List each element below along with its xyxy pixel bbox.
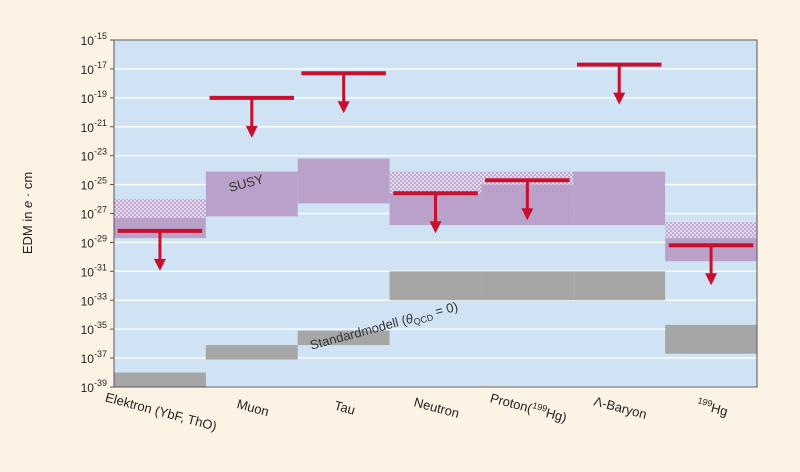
limit-arrowhead	[429, 221, 442, 234]
y-tick-label: 10-33	[81, 291, 107, 308]
category-text: Tau	[333, 398, 357, 418]
upper-limit-marker	[576, 62, 662, 105]
y-tick-label: 10-23	[81, 147, 107, 164]
tick-exponent: -33	[94, 291, 107, 301]
susy-hatched-band	[665, 222, 757, 239]
susy-band	[297, 158, 390, 204]
tick-exponent: -21	[94, 118, 107, 128]
tick-exponent: -29	[94, 233, 107, 243]
upper-limit-marker	[393, 191, 478, 234]
tick-exponent: -15	[94, 31, 107, 41]
upper-limit-marker	[485, 178, 570, 221]
limit-arrowhead	[613, 92, 626, 105]
category-label: Λ-Baryon	[592, 393, 648, 422]
y-tick-label: 10-29	[81, 233, 107, 250]
category-label: Neutron	[412, 394, 461, 420]
y-tick-label: 10-27	[81, 205, 107, 222]
limit-arrowhead	[521, 208, 534, 221]
y-tick-label: 10-19	[81, 89, 107, 106]
standard-model-band	[297, 330, 390, 346]
category-label: 199Hg	[695, 395, 730, 419]
y-axis-label: EDM in e · cm	[20, 172, 35, 254]
upper-limit-marker	[668, 243, 754, 286]
susy-band	[573, 171, 666, 226]
susy-band	[114, 217, 206, 239]
standard-model-band	[205, 345, 298, 360]
y-tick-label: 10-15	[81, 31, 107, 48]
tick-base: 10	[81, 179, 95, 193]
category-text: Proton(	[489, 390, 535, 416]
upper-limit-marker	[301, 71, 386, 114]
ylabel-italic: e	[20, 201, 35, 208]
susy-hatched-band	[389, 171, 482, 194]
tick-base: 10	[81, 92, 95, 106]
ann-text: = 0)	[430, 299, 459, 320]
y-tick-label: 10-39	[81, 378, 107, 395]
upper-limit-marker	[117, 228, 203, 271]
susy-hatched-band	[114, 199, 206, 218]
y-tick-label: 10-17	[81, 60, 107, 77]
tick-base: 10	[81, 121, 95, 135]
category-superscript: 199	[531, 400, 548, 414]
tick-exponent: -31	[94, 262, 107, 272]
tick-exponent: -27	[94, 205, 107, 215]
ylabel-text: · cm	[20, 172, 35, 201]
tick-base: 10	[81, 34, 95, 48]
x-axis-category-labels: Elektron (YbF, ThO) Muon Tau Neutron Proton(…	[104, 389, 730, 434]
category-text: Elektron (YbF, ThO)	[104, 390, 219, 434]
category-text: Hg)	[544, 405, 568, 425]
tick-base: 10	[81, 265, 95, 279]
tick-base: 10	[81, 150, 95, 164]
standard-model-band	[114, 372, 206, 387]
tick-base: 10	[81, 236, 95, 250]
tick-base: 10	[81, 63, 95, 77]
tick-base: 10	[81, 294, 95, 308]
category-superscript: 199	[697, 395, 714, 409]
y-tick-label: 10-31	[81, 262, 107, 279]
category-label: Elektron (YbF, ThO)	[104, 390, 219, 434]
y-tick-label: 10-35	[81, 320, 107, 337]
category-text: Hg	[710, 400, 730, 419]
susy-band	[205, 171, 298, 217]
category-text: Muon	[235, 396, 270, 419]
tick-exponent: -19	[94, 89, 107, 99]
y-tick-label: 10-25	[81, 176, 107, 193]
y-tick-label: 10-37	[81, 349, 107, 366]
category-text: Λ-Baryon	[592, 393, 648, 422]
standard-model-band	[573, 271, 666, 301]
upper-limit-marker	[209, 95, 295, 138]
ylabel-text: EDM in	[20, 208, 35, 254]
y-tick-label: 10-21	[81, 118, 107, 135]
limit-arrowhead	[153, 258, 166, 271]
y-axis-ticks: 10-1510-1710-1910-2110-2310-2510-2710-29…	[81, 31, 114, 395]
limit-arrowhead	[337, 101, 350, 114]
tick-base: 10	[81, 381, 95, 395]
tick-exponent: -25	[94, 176, 107, 186]
upper-limit-markers	[117, 62, 754, 286]
standard-model-band	[665, 324, 757, 354]
tick-base: 10	[81, 208, 95, 222]
standard-model-band	[389, 271, 482, 301]
ann-theta: θ	[404, 311, 415, 327]
standard-model-band	[481, 271, 574, 301]
tick-base: 10	[81, 352, 95, 366]
category-label: Proton(199Hg)	[489, 389, 569, 425]
tick-exponent: -39	[94, 378, 107, 388]
category-label: Muon	[235, 396, 270, 419]
tick-exponent: -35	[94, 320, 107, 330]
limit-arrowhead	[245, 125, 258, 138]
tick-exponent: -37	[94, 349, 107, 359]
limit-arrowhead	[705, 273, 718, 286]
category-label: Tau	[333, 398, 357, 418]
tick-base: 10	[81, 323, 95, 337]
category-text: Neutron	[412, 394, 461, 420]
tick-exponent: -17	[94, 60, 107, 70]
tick-exponent: -23	[94, 147, 107, 157]
